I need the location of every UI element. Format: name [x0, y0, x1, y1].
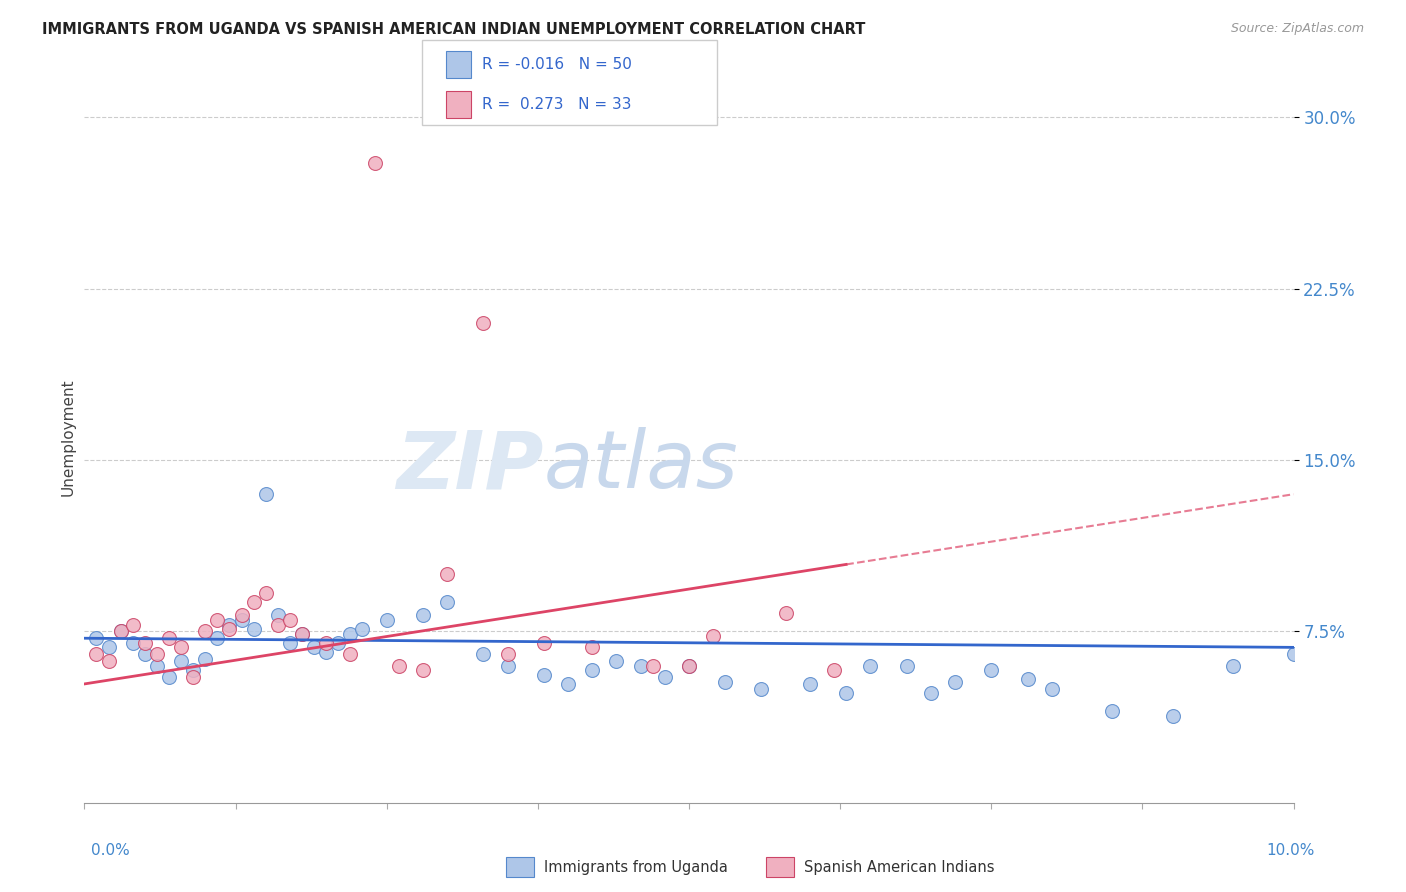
Point: [823, 663, 845, 677]
Point: [436, 595, 458, 609]
Point: [218, 617, 240, 632]
Point: [799, 677, 821, 691]
Point: [146, 647, 169, 661]
Point: [859, 658, 882, 673]
Point: [678, 658, 700, 673]
Point: [388, 658, 411, 673]
Point: [775, 606, 797, 620]
Point: [630, 658, 652, 673]
Point: [557, 677, 579, 691]
Point: [339, 626, 361, 640]
Point: [194, 624, 217, 639]
Point: [291, 626, 314, 640]
Point: [121, 617, 143, 632]
Point: [110, 624, 132, 639]
Point: [315, 645, 337, 659]
Point: [702, 629, 724, 643]
Point: [278, 636, 301, 650]
Point: [581, 663, 603, 677]
Point: [97, 640, 120, 655]
Point: [218, 622, 240, 636]
Point: [194, 652, 217, 666]
Point: [943, 674, 966, 689]
Point: [86, 647, 108, 661]
Point: [242, 622, 264, 636]
Point: [751, 681, 773, 696]
Point: [97, 654, 120, 668]
Point: [170, 654, 193, 668]
Point: [207, 613, 229, 627]
Point: [121, 636, 143, 650]
Point: [920, 686, 942, 700]
Text: Spanish American Indians: Spanish American Indians: [804, 860, 994, 874]
Point: [896, 658, 918, 673]
Point: [352, 622, 374, 636]
Point: [980, 663, 1002, 677]
Point: [496, 647, 519, 661]
Point: [1282, 647, 1305, 661]
Text: R = -0.016   N = 50: R = -0.016 N = 50: [482, 57, 633, 71]
Text: Source: ZipAtlas.com: Source: ZipAtlas.com: [1230, 22, 1364, 36]
Point: [678, 658, 700, 673]
Point: [436, 567, 458, 582]
Point: [533, 636, 555, 650]
Point: [375, 613, 398, 627]
Point: [714, 674, 737, 689]
Point: [134, 647, 156, 661]
Point: [254, 585, 277, 599]
Point: [835, 686, 858, 700]
Point: [1161, 709, 1184, 723]
Point: [1017, 673, 1039, 687]
Y-axis label: Unemployment: Unemployment: [60, 378, 76, 496]
Text: IMMIGRANTS FROM UGANDA VS SPANISH AMERICAN INDIAN UNEMPLOYMENT CORRELATION CHART: IMMIGRANTS FROM UGANDA VS SPANISH AMERIC…: [42, 22, 866, 37]
Text: atlas: atlas: [544, 427, 738, 506]
Point: [181, 670, 204, 684]
Point: [134, 636, 156, 650]
Point: [328, 636, 350, 650]
Point: [339, 647, 361, 661]
Text: ZIP: ZIP: [396, 427, 544, 506]
Point: [231, 613, 253, 627]
Point: [157, 632, 180, 646]
Point: [278, 613, 301, 627]
Point: [291, 626, 314, 640]
Point: [412, 663, 434, 677]
Point: [1040, 681, 1063, 696]
Point: [472, 316, 495, 330]
Point: [581, 640, 603, 655]
Text: 0.0%: 0.0%: [91, 843, 131, 858]
Point: [254, 487, 277, 501]
Point: [242, 595, 264, 609]
Point: [86, 632, 108, 646]
Text: 10.0%: 10.0%: [1267, 843, 1315, 858]
Point: [412, 608, 434, 623]
Text: R =  0.273   N = 33: R = 0.273 N = 33: [482, 97, 631, 112]
Point: [1222, 658, 1244, 673]
Point: [496, 658, 519, 673]
Point: [170, 640, 193, 655]
Point: [363, 155, 385, 169]
Point: [641, 658, 664, 673]
Point: [181, 663, 204, 677]
Point: [533, 667, 555, 681]
Point: [231, 608, 253, 623]
Point: [267, 617, 290, 632]
Point: [1101, 705, 1123, 719]
Point: [654, 670, 676, 684]
Point: [267, 608, 290, 623]
Point: [146, 658, 169, 673]
Point: [157, 670, 180, 684]
Point: [472, 647, 495, 661]
Point: [110, 624, 132, 639]
Point: [207, 632, 229, 646]
Point: [315, 636, 337, 650]
Point: [605, 654, 627, 668]
Point: [302, 640, 325, 655]
Text: Immigrants from Uganda: Immigrants from Uganda: [544, 860, 728, 874]
